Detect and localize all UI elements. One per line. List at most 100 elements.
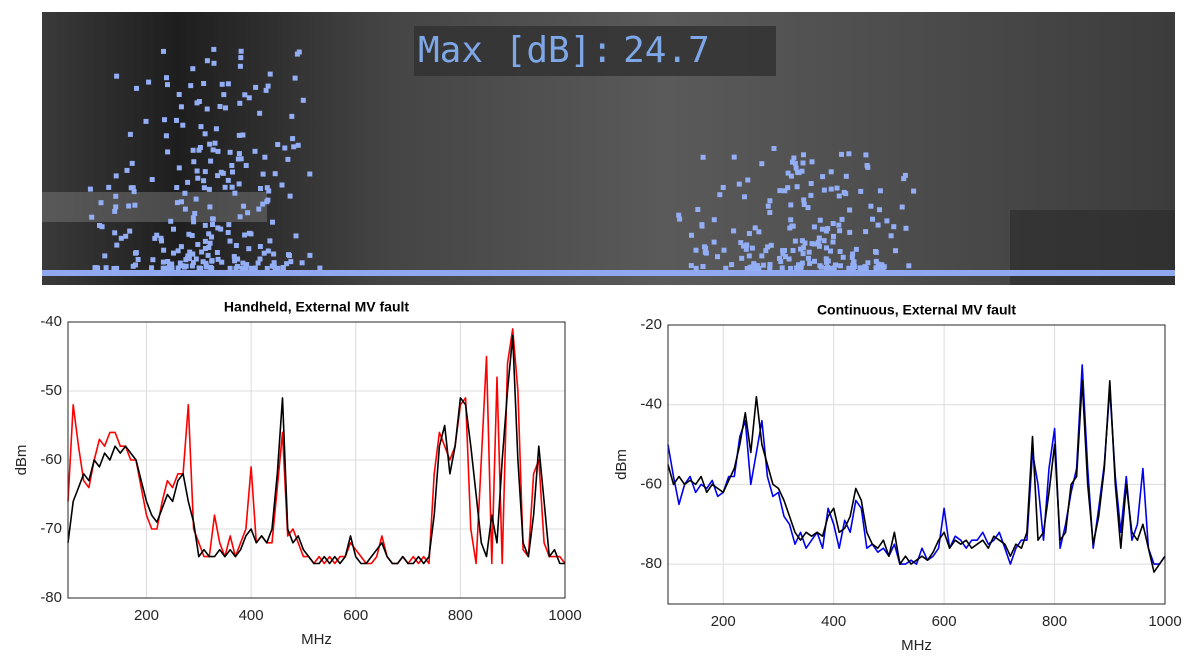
sound-dot [870,216,875,222]
image-shelf [42,192,267,222]
sound-dot [791,155,797,161]
sound-dot [257,110,263,116]
sound-dot [130,263,136,269]
sound-dot [201,178,207,184]
sound-dot [742,194,747,200]
sound-dot [317,265,323,271]
x-axis-label: MHz [901,637,932,654]
sound-dot [801,152,806,158]
sound-dot [873,249,878,254]
sound-dot [231,254,237,259]
sound-dot [693,247,699,253]
sound-dot [806,255,811,261]
sound-dot [160,259,166,265]
sound-dot [202,222,208,228]
sound-dot [816,235,822,241]
sound-dot [778,259,784,264]
sound-dot [901,176,907,182]
sound-dot [858,188,864,194]
sound-dot [840,254,846,260]
sound-dot [246,230,252,236]
sound-dot [806,249,812,255]
sound-dot [849,254,855,260]
sound-dot [150,257,156,263]
sound-dot [113,204,119,210]
sound-dot [777,256,782,261]
sound-dot [780,248,786,254]
sound-dot [185,179,191,185]
sound-dot [265,248,271,254]
sound-dot [291,144,297,150]
sound-dot [264,185,270,191]
sound-dot [253,84,259,90]
sound-dot [207,204,213,210]
sound-dot [745,177,751,183]
sound-dot [738,240,744,246]
sound-dot [256,206,262,212]
sound-dot [801,202,807,207]
sound-dot [875,261,881,267]
sound-dot [192,211,198,216]
sound-dot [106,184,112,190]
sound-dot [181,264,187,270]
sound-dot [246,246,252,252]
sound-dot [267,238,273,244]
sound-dot [700,264,706,269]
sound-dot [801,197,807,203]
sound-dot [227,265,233,271]
sound-dot [837,249,843,254]
sound-dot [257,256,263,262]
sound-dot [863,152,869,158]
sound-dot [754,263,760,269]
y-tick-label: -80 [40,589,62,606]
sound-dot [799,238,805,244]
sound-dot [846,265,852,271]
sound-dot [102,253,108,259]
sound-dot [880,266,886,271]
sound-dot [158,235,164,241]
sound-dot [230,169,235,175]
sound-dot [87,186,93,192]
sound-dot [267,71,273,77]
sound-dot [790,159,795,165]
sound-dot [171,250,176,256]
y-tick-label: -50 [40,382,62,399]
sound-dot [711,239,717,245]
sound-dot [265,83,271,89]
overlay-box [414,26,776,76]
sound-dot [174,185,180,190]
sound-dot [195,242,201,247]
y-axis-label: dBm [13,445,30,476]
sound-dot [171,226,176,232]
sound-dot [765,203,771,209]
sound-dot [865,164,871,170]
sound-dot [264,266,270,271]
sound-dot [811,224,817,230]
sound-dot [741,243,747,249]
sound-dot [828,248,833,254]
sound-dot [249,266,255,271]
sound-dot [114,242,120,248]
sound-dot [195,175,201,181]
y-tick-label: -20 [640,316,662,333]
plot-frame [667,324,1166,605]
sound-dot [175,248,181,254]
sound-dot [215,256,221,262]
sound-dot [163,133,169,139]
sound-dot [831,233,836,239]
sound-dot [850,251,856,257]
sound-dot [198,124,204,130]
sound-dot [152,235,158,241]
sound-dot [295,142,301,148]
sound-dot [275,265,281,271]
sound-dot [164,75,169,81]
sound-dot [204,264,210,270]
sound-dot [903,225,909,231]
sound-dot [202,238,208,244]
sound-dot [113,173,119,179]
sound-dot [790,248,796,253]
sound-dot [838,263,843,269]
sound-dot [290,136,296,142]
sound-dot [688,263,694,269]
